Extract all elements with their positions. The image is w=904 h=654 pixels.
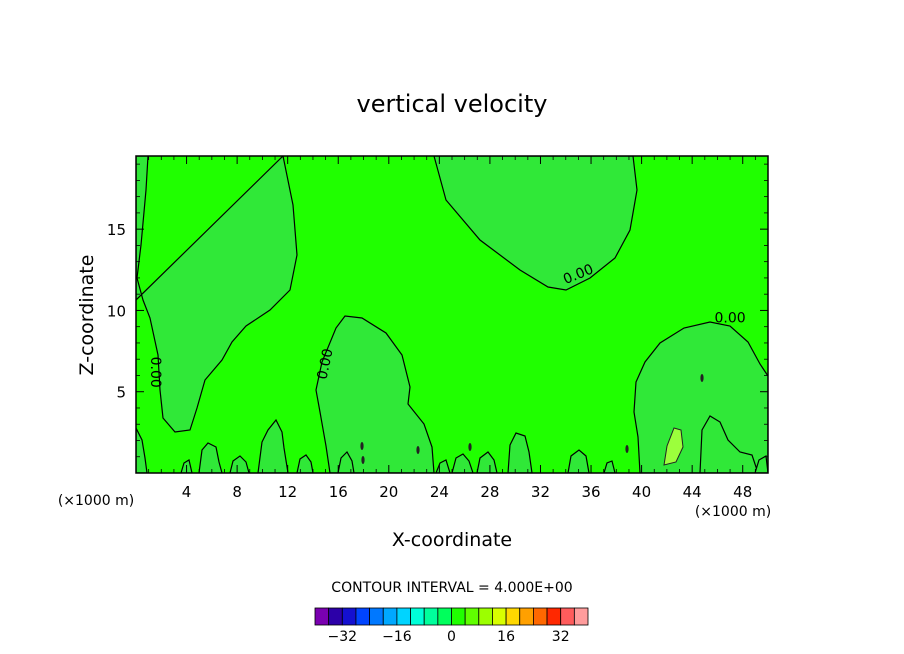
x-tick-label: 12 [278,483,297,501]
colorbar-swatch [451,607,466,626]
bump-238 [229,455,250,473]
region-middle-bump [315,315,435,473]
colorbar-swatch [328,607,343,626]
contour-cell-5 [468,443,472,451]
y-tick-label: 10 [107,302,126,320]
colorbar-swatch [492,607,507,626]
x-tick-label: 16 [329,483,348,501]
colorbar-tick-label: −16 [382,629,412,645]
colorbar-swatch [546,607,562,626]
x-tick-label: 28 [480,483,499,501]
colorbar-tick-label: 16 [497,629,515,645]
bump-580 [567,449,590,473]
x-tick-label: 8 [232,483,242,501]
contour-cell-2 [416,446,420,454]
y-tick-label: 5 [116,384,126,402]
x-axis: 4 8 12 16 20 24 28 32 36 40 44 48 [148,156,756,501]
plot-area: 0.000.000.000.00 [135,155,769,474]
colorbar-swatch [382,607,398,626]
bump-345 [337,451,355,473]
x-unit-left: (×1000 m) [58,493,134,509]
colorbar [314,607,589,626]
colorbar-swatch [533,607,548,626]
colorbar-swatch [560,607,575,626]
colorbar-swatch [410,607,425,626]
x-tick-label: 40 [632,483,651,501]
colorbar-swatch [355,607,371,626]
contour-positive-cell [663,427,684,466]
colorbar-swatch [341,607,357,626]
bump-460 [451,453,474,473]
x-tick-label: 32 [531,483,550,501]
contour-label-1: 0.00 [714,311,745,327]
bump-484 [476,451,498,473]
bump-302 [296,454,314,473]
region-left-edge [136,427,148,473]
contour-cell-1 [361,456,365,464]
colorbar-swatch [437,607,452,626]
contour-cell-0 [360,442,364,450]
x-axis-label: X-coordinate [392,529,512,551]
region-lower-right [633,321,768,473]
bump-518 [507,432,533,473]
colorbar-swatch [369,607,384,626]
region-upper-right [433,156,638,291]
x-tick-label: 48 [733,483,752,501]
colorbar-tick-label: −32 [328,629,358,645]
colorbar-tick-label: 0 [447,629,456,645]
colorbar-labels: −32 −16 0 16 32 [328,629,570,645]
bump-762 [754,455,768,473]
chart-title: vertical velocity [357,90,548,118]
bump-610 [603,460,616,473]
x-tick-label: 44 [683,483,702,501]
y-axis: 5 10 15 [107,163,768,458]
colorbar-swatch [478,607,493,626]
contour-interval: CONTOUR INTERVAL = 4.000E+00 [331,580,572,596]
contour-label-3: 0.00 [147,357,163,388]
y-tick-label: 15 [107,221,126,239]
colorbar-swatch [573,607,589,626]
colorbar-swatch [423,607,439,626]
y-axis-label: Z-coordinate [76,255,98,376]
x-tick-label: 4 [182,483,192,501]
contour-cell-3 [700,374,704,382]
x-unit-right: (×1000 m) [695,504,771,520]
colorbar-swatch [519,607,534,626]
x-tick-label: 24 [430,483,449,501]
x-tick-label: 20 [379,483,398,501]
x-tick-label: 36 [581,483,600,501]
colorbar-swatch [505,607,521,626]
region-right-upper [699,415,759,473]
colorbar-swatch [314,607,330,626]
colorbar-swatch [464,607,480,626]
region-left-upper [136,156,298,433]
contour-cell-4 [625,445,629,453]
contour-label-2: 0.00 [315,347,337,381]
colorbar-swatch [396,607,411,626]
bump-205 [198,442,223,473]
colorbar-tick-label: 32 [552,629,570,645]
